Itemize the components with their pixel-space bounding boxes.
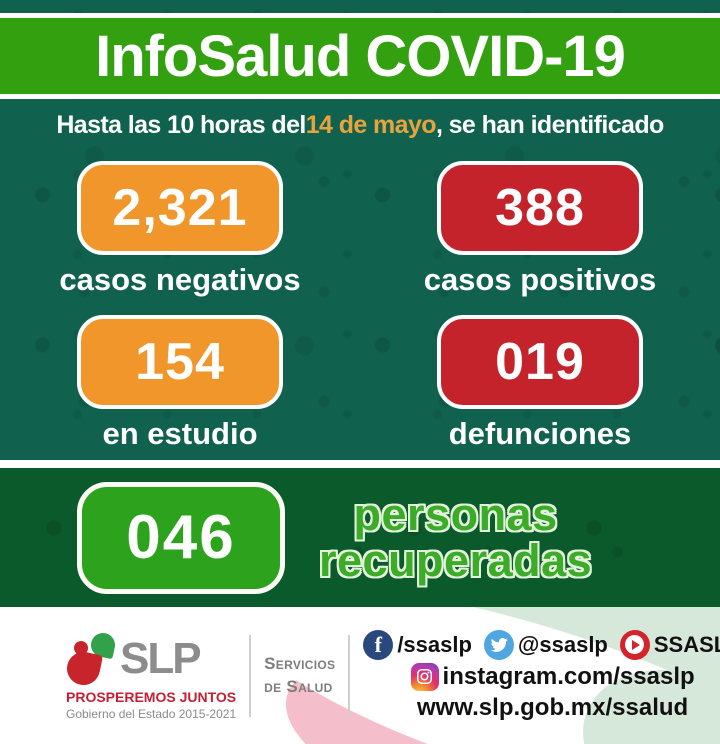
slp-acronym: SLP (120, 633, 202, 683)
vertical-divider (249, 634, 252, 717)
instagram-handle: instagram.com/ssaslp (442, 662, 695, 690)
twitter-icon (483, 629, 514, 660)
youtube-link[interactable]: SSASLP (619, 629, 720, 660)
recovered-label-line1: personas (353, 488, 558, 540)
recovered-value: 046 (126, 503, 236, 572)
youtube-icon (619, 629, 650, 660)
subtitle-prefix: Hasta las 10 horas del (56, 111, 306, 139)
department-line2: de Salud (264, 676, 333, 696)
positive-cases-card: 388 (437, 160, 643, 255)
stat-negative-cases: 2,321 casos negativos (0, 152, 360, 306)
instagram-link[interactable]: instagram.com/ssaslp (410, 662, 695, 691)
facebook-link[interactable]: f /ssaslp (363, 629, 472, 660)
section-divider (0, 460, 720, 468)
positive-cases-label: casos positivos (423, 261, 657, 297)
stat-positive-cases: 388 casos positivos (360, 152, 720, 306)
negative-cases-card: 2,321 (77, 160, 283, 255)
department-name: Servicios de Salud (264, 653, 335, 699)
slp-logo-top: SLP (63, 630, 236, 688)
recovered-label: personas recuperadas (319, 488, 593, 586)
negative-cases-value: 2,321 (112, 178, 248, 237)
social-links: f /ssaslp @ssaslp SSASLP (363, 629, 720, 722)
facebook-handle: /ssaslp (397, 631, 472, 657)
under-study-card: 154 (77, 314, 283, 409)
deaths-card: 019 (437, 314, 643, 409)
positive-cases-value: 388 (495, 178, 585, 237)
slp-logo: SLP PROSPEREMOS JUNTOS Gobierno del Esta… (63, 630, 237, 721)
youtube-handle: SSASLP (653, 631, 720, 657)
negative-cases-label: casos negativos (59, 261, 301, 297)
slp-logo-icon (63, 630, 118, 688)
recovered-label-line2: recuperadas (319, 534, 593, 586)
page-title: InfoSalud COVID-19 (95, 23, 626, 89)
twitter-link[interactable]: @ssaslp (483, 629, 608, 660)
footer: SLP PROSPEREMOS JUNTOS Gobierno del Esta… (0, 607, 720, 744)
subtitle-date: 14 de mayo (305, 111, 437, 139)
facebook-icon: f (363, 629, 394, 660)
twitter-handle: @ssaslp (517, 631, 608, 657)
recovered-card: 046 (77, 481, 285, 594)
under-study-value: 154 (135, 332, 225, 391)
deaths-label: defunciones (448, 415, 632, 451)
vertical-divider (348, 634, 351, 717)
website-url[interactable]: www.slp.gob.mx/ssalud (417, 693, 689, 721)
logo-red-blob (63, 648, 104, 688)
stats-grid: 2,321 casos negativos 388 casos positivo… (0, 152, 720, 460)
social-row-1: f /ssaslp @ssaslp SSASLP (363, 629, 720, 660)
footer-content: SLP PROSPEREMOS JUNTOS Gobierno del Esta… (0, 607, 720, 744)
title-band: InfoSalud COVID-19 (0, 13, 720, 99)
stat-under-study: 154 en estudio (0, 306, 360, 460)
recovered-section: 046 personas recuperadas (0, 468, 720, 607)
stat-deaths: 019 defunciones (360, 306, 720, 460)
top-spacer (0, 0, 720, 13)
social-row-2: instagram.com/ssaslp (410, 662, 695, 691)
social-row-3: www.slp.gob.mx/ssalud (417, 694, 688, 722)
slp-government: Gobierno del Estado 2015-2021 (66, 706, 237, 721)
instagram-icon (410, 662, 439, 691)
under-study-label: en estudio (102, 415, 258, 451)
subtitle-suffix: , se han identificado (435, 111, 664, 139)
slp-slogan: PROSPEREMOS JUNTOS (66, 688, 237, 705)
subtitle: Hasta las 10 horas del 14 de mayo , se h… (0, 99, 720, 152)
department-line1: Servicios (264, 653, 336, 673)
deaths-value: 019 (495, 332, 585, 391)
